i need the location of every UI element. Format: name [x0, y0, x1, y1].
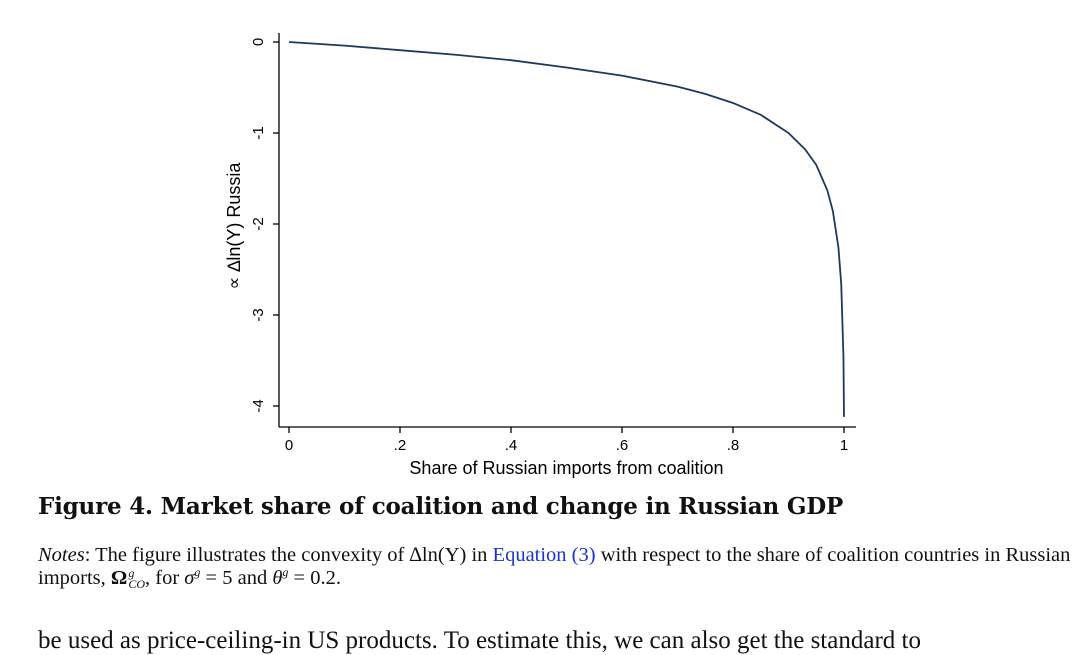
- math-delta-ln-y: ∆ln(Υ): [409, 544, 467, 566]
- y-tick-label: 0: [250, 38, 267, 46]
- y-tick-label: -2: [250, 217, 267, 230]
- figure-chart: 0 .2 .4 .6 .8 1 0 -1 -2 -3 -4 Share of Russian im…: [224, 33, 856, 478]
- math-omega-sub: CO: [128, 577, 145, 592]
- chart-axes: [278, 33, 856, 428]
- y-tick-label: -4: [250, 399, 267, 412]
- body-text-partial-line: be used as price-ceiling-in US products.…: [38, 627, 921, 654]
- chart-series-line: [288, 41, 845, 417]
- x-tick-label: .6: [616, 437, 629, 454]
- y-tick-label: -3: [250, 308, 267, 321]
- x-tick-label: .8: [727, 437, 740, 454]
- figure-caption: Figure 4. Market share of coalition and …: [38, 493, 844, 520]
- x-tick-label: .2: [394, 437, 407, 454]
- x-tick-label: .4: [505, 437, 518, 454]
- y-axis-label: ∝ ∆ln(Y) Russia: [224, 162, 244, 290]
- notes-text: with respect to the share of coalition c…: [38, 544, 1071, 589]
- math-omega: Ω: [110, 567, 128, 589]
- math-theta-eq: = 0.2: [288, 567, 336, 589]
- math-theta-sup: g: [282, 565, 289, 580]
- equation-link[interactable]: Equation (3): [492, 544, 596, 566]
- x-ticks: 0 .2 .4 .6 .8 1: [285, 427, 848, 454]
- x-tick-label: 0: [285, 437, 293, 454]
- x-tick-label: 1: [840, 437, 848, 454]
- notes-text: .: [335, 567, 341, 589]
- math-omega-sup: g: [128, 566, 135, 581]
- math-omega-scripts: g CO: [128, 566, 145, 592]
- math-sigma-sup: g: [194, 565, 201, 580]
- y-ticks: 0 -1 -2 -3 -4: [250, 38, 279, 413]
- x-axis-label: Share of Russian imports from coalition: [409, 458, 723, 478]
- notes-text: and: [232, 567, 273, 589]
- math-theta: θ: [272, 567, 283, 589]
- y-tick-label: -1: [250, 126, 267, 139]
- notes-text: , for: [145, 567, 185, 589]
- notes-text: in: [466, 544, 493, 566]
- notes-text: : The figure illustrates the convexity o…: [84, 544, 410, 566]
- math-sigma: σ: [184, 567, 195, 589]
- figure-notes: Notes: The figure illustrates the convex…: [38, 544, 1078, 590]
- notes-label: Notes: [38, 544, 85, 566]
- math-sigma-eq: = 5: [200, 567, 233, 589]
